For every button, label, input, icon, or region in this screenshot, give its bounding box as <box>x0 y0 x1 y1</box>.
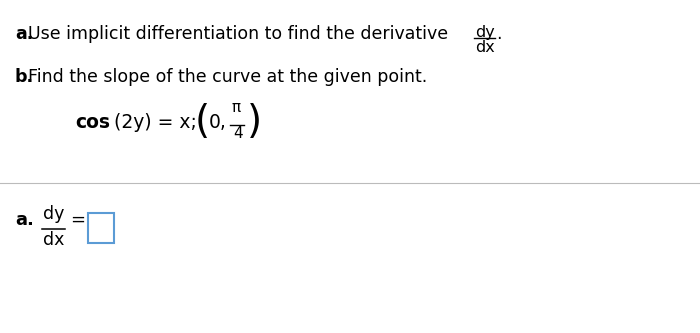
Text: =: = <box>70 211 85 229</box>
Text: Use implicit differentiation to find the derivative: Use implicit differentiation to find the… <box>28 25 448 43</box>
Text: a.: a. <box>15 211 34 229</box>
FancyBboxPatch shape <box>88 213 114 243</box>
Text: 4: 4 <box>233 126 243 141</box>
Text: dx: dx <box>475 40 495 55</box>
Text: Find the slope of the curve at the given point.: Find the slope of the curve at the given… <box>28 68 427 86</box>
Text: (: ( <box>195 103 210 141</box>
Text: dy: dy <box>475 25 495 40</box>
Text: a.: a. <box>15 25 34 43</box>
Text: ): ) <box>247 103 262 141</box>
Text: .: . <box>496 25 501 43</box>
Text: dy: dy <box>43 205 64 223</box>
Text: b.: b. <box>15 68 34 86</box>
Text: π: π <box>231 100 240 115</box>
Text: 0,: 0, <box>209 113 227 132</box>
Text: (2y) = x;: (2y) = x; <box>108 113 197 132</box>
Text: dx: dx <box>43 231 64 249</box>
Text: cos: cos <box>75 113 110 132</box>
